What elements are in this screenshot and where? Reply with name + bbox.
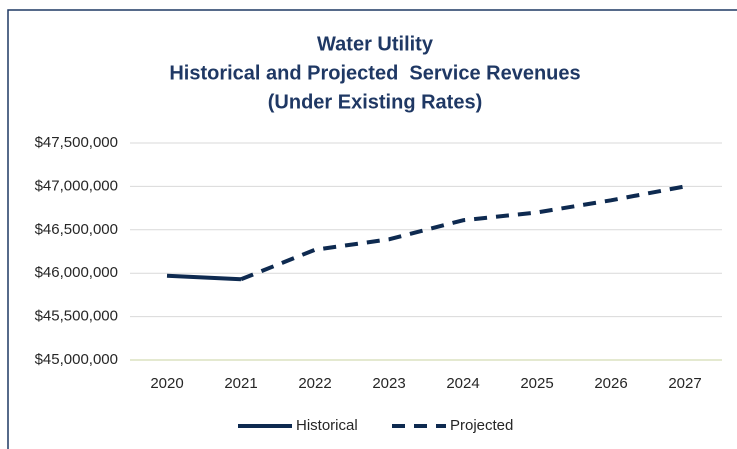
x-tick-label: 2023 bbox=[372, 375, 405, 392]
x-tick-label: 2020 bbox=[150, 375, 183, 392]
chart-title: Water Utility bbox=[317, 33, 434, 55]
chart-frame bbox=[7, 9, 737, 449]
x-tick-label: 2024 bbox=[446, 375, 479, 392]
legend-label: Historical bbox=[296, 417, 358, 434]
y-tick-label: $47,500,000 bbox=[35, 134, 118, 151]
x-tick-label: 2021 bbox=[224, 375, 257, 392]
series-line bbox=[240, 184, 686, 282]
y-tick-label: $46,500,000 bbox=[35, 221, 118, 238]
x-tick-label: 2026 bbox=[594, 375, 627, 392]
y-tick-label: $47,000,000 bbox=[35, 177, 118, 194]
x-tick-label: 2025 bbox=[520, 375, 553, 392]
y-tick-label: $46,000,000 bbox=[35, 264, 118, 281]
x-tick-label: 2022 bbox=[298, 375, 331, 392]
chart-title: Historical and Projected Service Revenue… bbox=[169, 62, 580, 84]
chart-title: (Under Existing Rates) bbox=[268, 91, 482, 113]
series-line bbox=[166, 273, 242, 282]
y-tick-label: $45,500,000 bbox=[35, 308, 118, 325]
y-tick-label: $45,000,000 bbox=[35, 351, 118, 368]
legend-label: Projected bbox=[450, 417, 513, 434]
x-tick-label: 2027 bbox=[668, 375, 701, 392]
